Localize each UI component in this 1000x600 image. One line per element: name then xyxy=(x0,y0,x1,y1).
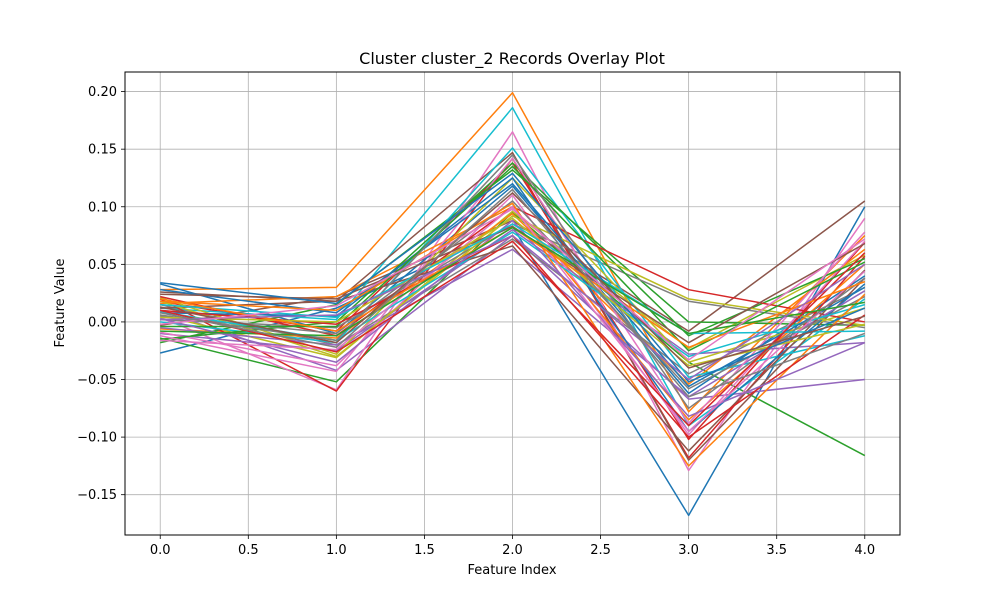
x-axis-label: Feature Index xyxy=(467,563,556,578)
x-tick-label: 1.5 xyxy=(414,543,435,558)
series-line-46 xyxy=(160,208,866,361)
series-line-40 xyxy=(160,172,866,383)
series-lines xyxy=(159,91,866,517)
x-tick-label: 0.0 xyxy=(150,543,171,558)
series-line-42 xyxy=(160,226,865,337)
x-tick-label: 4.0 xyxy=(854,543,875,558)
series-line-8 xyxy=(160,210,866,359)
series-line-34 xyxy=(160,219,866,418)
series-line-24 xyxy=(160,248,866,398)
series-line-45 xyxy=(160,192,865,369)
y-tick-label: 0.00 xyxy=(88,315,117,330)
series-line-37 xyxy=(160,154,866,410)
series-line-43 xyxy=(160,240,866,427)
series-line-16 xyxy=(160,194,866,436)
series-line-32 xyxy=(160,165,866,352)
y-tick-label: −0.15 xyxy=(77,488,117,503)
x-tick-label: 1.0 xyxy=(326,543,347,558)
chart-title: Cluster cluster_2 Records Overlay Plot xyxy=(359,49,665,69)
axis-ticks: 0.0 0.5 1.0 1.5 2.0 2.5 3.0 3.5 4.0 0.20 0.15 0.10 0… xyxy=(77,85,875,558)
series-line-39 xyxy=(160,223,865,335)
y-tick-label: −0.05 xyxy=(77,373,117,388)
series-line-9 xyxy=(160,106,866,427)
y-axis-label: Feature Value xyxy=(53,259,68,348)
y-tick-label: 0.10 xyxy=(88,200,117,215)
x-tick-label: 3.0 xyxy=(678,543,699,558)
series-line-44 xyxy=(160,234,866,381)
x-tick-label: 3.5 xyxy=(766,543,787,558)
series-line-47 xyxy=(160,188,866,398)
y-tick-label: −0.10 xyxy=(77,431,117,446)
series-line-31 xyxy=(160,202,866,467)
series-line-30 xyxy=(160,182,866,388)
series-line-15 xyxy=(160,151,866,461)
series-line-26 xyxy=(160,157,866,425)
y-tick-label: 0.20 xyxy=(88,85,117,100)
series-line-36 xyxy=(160,206,866,433)
y-tick-label: 0.15 xyxy=(88,143,117,158)
x-tick-label: 0.5 xyxy=(238,543,259,558)
series-line-20 xyxy=(160,177,866,433)
series-line-6 xyxy=(159,131,866,472)
series-line-2 xyxy=(160,211,866,457)
x-tick-label: 2.0 xyxy=(502,543,523,558)
y-tick-label: 0.05 xyxy=(88,258,117,273)
series-line-35 xyxy=(160,225,866,344)
x-tick-label: 2.5 xyxy=(590,543,611,558)
series-line-25 xyxy=(160,245,866,452)
